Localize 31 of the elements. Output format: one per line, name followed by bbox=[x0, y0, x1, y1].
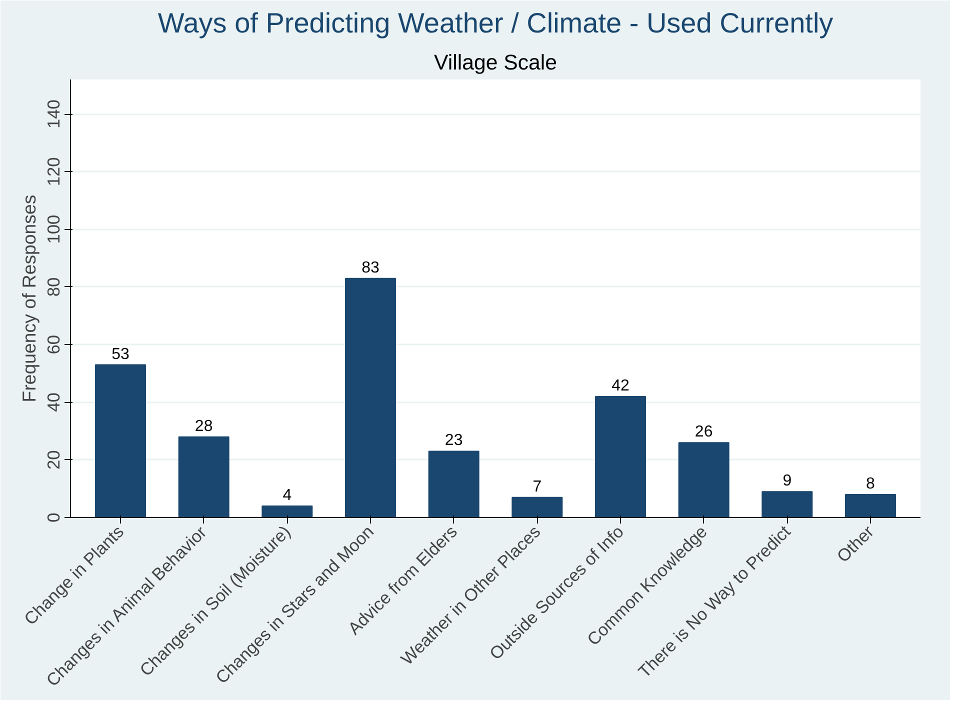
data-label: 9 bbox=[782, 472, 792, 490]
data-label: 26 bbox=[694, 424, 713, 441]
bar bbox=[595, 396, 646, 518]
bar bbox=[762, 491, 813, 518]
data-label: 42 bbox=[612, 377, 630, 394]
y-tick-label: 80 bbox=[44, 277, 64, 297]
y-tick-label: 40 bbox=[44, 392, 64, 412]
bar bbox=[845, 494, 896, 518]
chart-title: Ways of Predicting Weather / Climate - Used Currently bbox=[158, 8, 834, 38]
y-tick-label: 60 bbox=[44, 334, 64, 354]
data-label: 83 bbox=[362, 259, 380, 276]
y-tick-label: 120 bbox=[44, 157, 64, 186]
data-label: 7 bbox=[532, 478, 542, 496]
data-label: 4 bbox=[282, 486, 292, 504]
y-tick-label: 140 bbox=[44, 100, 64, 129]
bar bbox=[345, 278, 396, 518]
bar bbox=[95, 364, 146, 518]
data-label: 28 bbox=[194, 418, 213, 435]
bar bbox=[178, 436, 230, 518]
y-tick-label: 20 bbox=[44, 450, 64, 470]
chart-subtitle: Village Scale bbox=[434, 50, 557, 74]
bar bbox=[262, 505, 313, 518]
data-label: 23 bbox=[444, 432, 463, 450]
bar bbox=[678, 442, 730, 518]
data-label: 53 bbox=[112, 346, 130, 363]
bar bbox=[512, 496, 563, 518]
y-axis-title: Frequency of Responses bbox=[18, 194, 40, 402]
data-label: 8 bbox=[866, 475, 876, 492]
y-tick-label: 0 bbox=[44, 512, 64, 522]
y-tick-label: 100 bbox=[44, 214, 64, 244]
bar bbox=[428, 450, 480, 518]
